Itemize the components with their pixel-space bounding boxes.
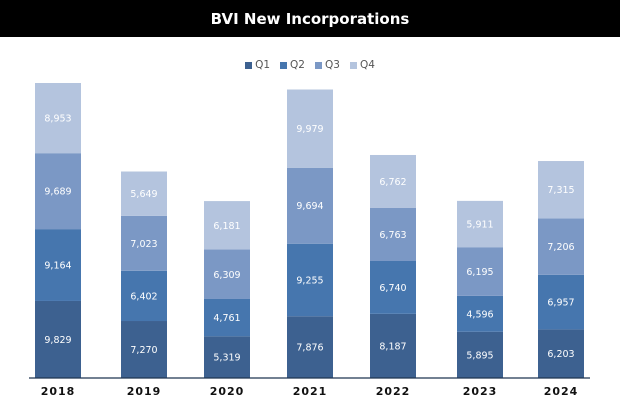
- bar-segment-2023-q4: [457, 200, 503, 248]
- bar-segment-2023-q1: [457, 331, 503, 378]
- legend-item-q2: Q2: [280, 59, 305, 71]
- legend-label: Q2: [290, 59, 305, 71]
- legend-swatch: [315, 61, 322, 69]
- bar-segment-2020-q1: [204, 336, 250, 378]
- bar-segment-2022-q1: [370, 313, 416, 378]
- bar-segment-2021-q4: [287, 89, 333, 168]
- bar-segment-2018-q3: [35, 153, 81, 230]
- data-label: 7,876: [296, 343, 323, 354]
- chart-title-bar: BVI New Incorporations: [0, 0, 620, 37]
- bar-segment-2019-q4: [121, 171, 167, 216]
- legend-label: Q3: [325, 59, 340, 71]
- data-label: 7,023: [130, 239, 157, 250]
- data-label: 5,319: [213, 353, 240, 364]
- data-label: 5,895: [466, 350, 493, 361]
- bar-segment-2024-q1: [538, 329, 584, 378]
- data-label: 7,315: [547, 185, 574, 196]
- legend-item-q3: Q3: [315, 59, 340, 71]
- data-label: 6,763: [379, 230, 406, 241]
- data-label: 6,203: [547, 349, 574, 360]
- chart-title: BVI New Incorporations: [210, 9, 410, 28]
- legend-item-q1: Q1: [245, 59, 270, 71]
- x-tick-label: 2024: [544, 385, 579, 398]
- legend-swatch: [245, 61, 253, 69]
- bar-segment-2023-q3: [457, 247, 503, 296]
- x-tick-label: 2023: [463, 385, 498, 398]
- data-label: 8,953: [44, 114, 71, 125]
- bar-segment-2019-q1: [121, 321, 167, 378]
- bar-segment-2018-q2: [35, 229, 81, 301]
- bar-segment-2020-q3: [204, 249, 250, 299]
- bar-segment-2021-q3: [287, 167, 333, 244]
- bar-segment-2018-q4: [35, 83, 81, 154]
- bar-segment-2024-q3: [538, 218, 584, 275]
- x-tick-label: 2021: [293, 385, 328, 398]
- legend-label: Q4: [359, 59, 375, 71]
- data-label: 5,649: [130, 189, 157, 200]
- data-label: 6,195: [466, 267, 493, 278]
- data-label: 5,911: [466, 220, 493, 231]
- bar-segment-2022-q2: [370, 260, 416, 314]
- bar-segment-2020-q2: [204, 298, 250, 337]
- legend-item-q4: Q4: [349, 59, 375, 71]
- bar-segment-2024-q4: [538, 161, 584, 219]
- legend: Q1 Q2 Q3 Q4: [0, 59, 620, 71]
- legend-label: Q1: [255, 59, 271, 71]
- data-label: 4,761: [213, 313, 240, 324]
- bar-segment-2022-q3: [370, 207, 416, 261]
- x-tick-label: 2018: [41, 385, 76, 398]
- legend-swatch: [349, 61, 357, 69]
- data-label: 7,206: [547, 242, 574, 253]
- bar-segment-2022-q4: [370, 154, 416, 208]
- bar-segment-2020-q4: [204, 201, 250, 250]
- data-label: 9,979: [296, 124, 323, 135]
- data-label: 9,689: [44, 187, 71, 198]
- data-label: 6,740: [379, 283, 406, 294]
- bar-segment-2023-q2: [457, 295, 503, 332]
- data-label: 6,309: [213, 270, 240, 281]
- data-label: 6,181: [213, 221, 240, 232]
- data-label: 9,255: [296, 275, 323, 286]
- data-label: 6,762: [379, 177, 406, 188]
- bar-segment-2021-q2: [287, 243, 333, 317]
- bar-segment-2018-q1: [35, 300, 81, 378]
- data-label: 4,596: [466, 309, 493, 320]
- data-label: 9,694: [296, 201, 323, 212]
- bar-segment-2021-q1: [287, 316, 333, 378]
- legend-swatch: [280, 61, 288, 69]
- x-tick-label: 2022: [376, 385, 411, 398]
- data-label: 9,164: [44, 261, 71, 272]
- bar-segment-2019-q3: [121, 215, 167, 271]
- bar-segment-2019-q2: [121, 270, 167, 322]
- data-label: 6,957: [547, 298, 574, 309]
- data-label: 6,402: [130, 291, 157, 302]
- x-tick-label: 2019: [127, 385, 162, 398]
- bar-segment-2024-q2: [538, 274, 584, 330]
- data-label: 8,187: [379, 341, 406, 352]
- data-label: 9,829: [44, 335, 71, 346]
- x-tick-label: 2020: [210, 385, 245, 398]
- data-label: 7,270: [130, 345, 157, 356]
